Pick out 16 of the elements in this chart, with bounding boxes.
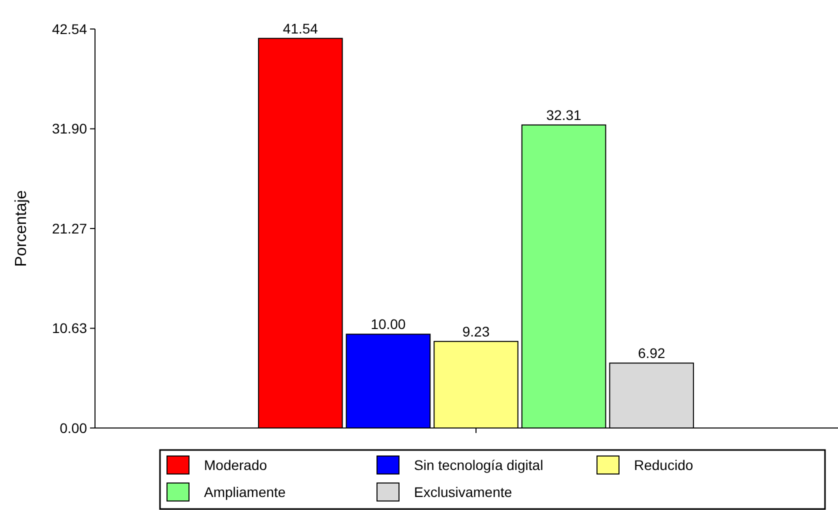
y-tick-label: 0.00 — [60, 420, 88, 436]
legend-label: Sin tecnología digital — [414, 456, 544, 473]
y-tick-label: 10.63 — [52, 320, 88, 336]
legend-label: Ampliamente — [204, 484, 286, 500]
y-tick-label: 31.90 — [52, 120, 88, 137]
data-label: 6.92 — [638, 345, 666, 362]
data-label: 41.54 — [282, 20, 318, 36]
y-axis-title: Porcentaje — [13, 190, 30, 267]
legend-label: Exclusivamente — [414, 484, 512, 500]
legend-label: Reducido — [634, 456, 694, 473]
y-tick-label: 42.54 — [52, 20, 88, 37]
legend-label: Moderado — [204, 456, 268, 473]
y-tick-label: 21.27 — [52, 220, 88, 236]
data-label: 10.00 — [370, 316, 406, 332]
data-label: 9.23 — [462, 323, 490, 340]
data-label: 32.31 — [546, 106, 582, 123]
